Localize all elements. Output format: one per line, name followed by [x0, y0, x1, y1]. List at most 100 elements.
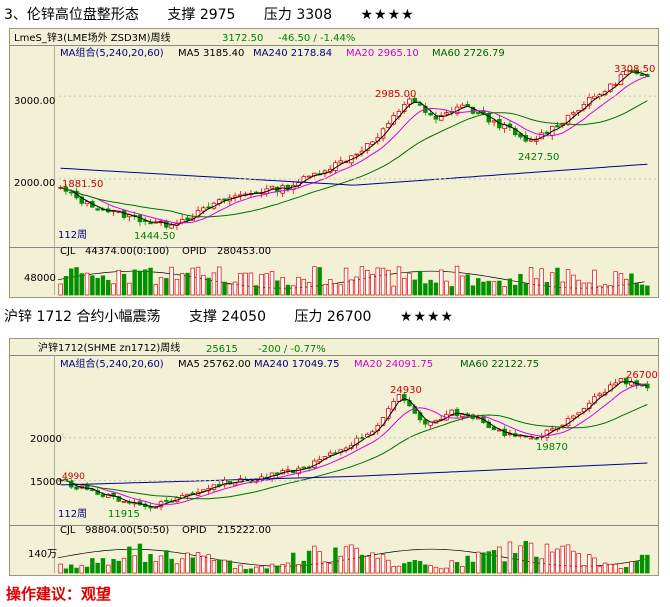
candle-51 [327, 452, 333, 456]
volume-bar-76 [460, 275, 465, 296]
shfe-zinc-chart-svg: 沪锌1712(SHME zn1712)周线 25615 -200 / -0.77… [10, 341, 658, 574]
volume-bar-78 [470, 285, 476, 296]
annotation-left-high: 1881.50 [62, 179, 103, 190]
volume-bar-101 [592, 269, 597, 296]
volume-bar-97 [571, 550, 576, 574]
volume-bar-101 [592, 557, 597, 574]
volume-bar-31 [222, 559, 227, 574]
volume-bar-107 [624, 278, 629, 296]
volume-bar-93 [550, 272, 555, 296]
volume-bar-72 [439, 568, 444, 574]
volume-bar-29 [211, 272, 217, 296]
volume-bar-73 [444, 280, 449, 296]
volume-bar-64 [396, 266, 402, 296]
volume-divider [10, 247, 658, 248]
candle-98 [576, 412, 581, 416]
volume-bar-65 [402, 277, 407, 296]
volume-bar-83 [497, 546, 502, 574]
volume-bar-104 [608, 285, 613, 296]
volume-bar-63 [391, 566, 396, 574]
volume-bar-60 [375, 557, 380, 574]
volume-bar-55 [349, 544, 354, 574]
ma5-label: MA5 3185.40 [178, 48, 244, 59]
volume-bar-2 [69, 268, 74, 296]
candle-89 [528, 139, 534, 142]
volume-bar-74 [449, 560, 454, 574]
volume-bar-5 [84, 272, 90, 296]
section-2-resistance: 压力 26700 [294, 309, 372, 325]
volume-bar-27 [201, 275, 206, 296]
volume-bar-94 [555, 548, 560, 574]
volume-bar-53 [338, 284, 343, 296]
section-1-title: 3、伦锌高位盘整形态 支撑 2975 压力 3308 ★★★★ [4, 4, 439, 24]
candle-53 [338, 160, 343, 164]
candle-100 [587, 97, 592, 106]
volume-bar-100 [587, 554, 592, 574]
volume-bar-70 [428, 279, 433, 296]
volume-bar-89 [528, 542, 534, 574]
volume-bar-110 [639, 284, 645, 296]
candle-11 [116, 496, 122, 502]
candle-89 [528, 437, 534, 440]
volume-bar-47 [306, 282, 312, 296]
volume-bar-80 [481, 552, 486, 574]
volume-bar-111 [645, 554, 650, 574]
volume-bar-20 [164, 278, 169, 296]
volume-bar-100 [587, 282, 592, 296]
volume-bar-79 [476, 278, 481, 296]
candle-110 [639, 74, 645, 76]
volume-bar-107 [624, 567, 629, 574]
candle-72 [438, 115, 444, 121]
volume-bar-3 [74, 567, 79, 574]
volume-bar-66 [407, 272, 412, 296]
volume-bar-13 [127, 546, 132, 574]
volume-bar-73 [444, 567, 449, 574]
candle-12 [121, 500, 127, 503]
volume-bar-12 [121, 557, 127, 574]
y-tick-2000: 2000.00 [14, 178, 55, 189]
volume-bar-8 [100, 275, 106, 296]
volume-bar-65 [402, 563, 407, 574]
volume-bar-45 [296, 276, 301, 296]
candle-24 [185, 217, 190, 221]
volume-bar-34 [238, 272, 243, 296]
candle-97 [571, 415, 576, 419]
opid-label: OPID [182, 246, 207, 257]
volume-bar-21 [169, 266, 174, 296]
cjl-label: CJL [60, 246, 76, 257]
volume-bar-111 [645, 285, 650, 296]
volume-bar-57 [359, 554, 365, 574]
volume-bar-37 [254, 566, 259, 574]
volume-bar-21 [169, 558, 174, 574]
volume-bar-42 [280, 564, 285, 574]
annotation-low: 11915 [108, 509, 140, 520]
volume-bar-75 [454, 265, 460, 296]
y-tick-15000: 15000 [30, 477, 62, 488]
volume-bar-37 [254, 285, 259, 296]
volume-bar-13 [127, 282, 132, 296]
volume-bar-56 [354, 547, 359, 574]
volume-bar-8 [100, 558, 106, 574]
volume-bar-103 [602, 562, 608, 574]
candle-42 [280, 185, 285, 194]
volume-bar-1 [63, 276, 69, 296]
ma5-line [60, 71, 648, 226]
section-1-support: 支撑 2975 [167, 7, 236, 23]
volume-bar-2 [69, 564, 74, 574]
header-divider [10, 355, 658, 356]
volume-bar-96 [565, 544, 571, 574]
candle-4 [79, 196, 85, 204]
volume-bar-89 [528, 267, 534, 296]
volume-bar-52 [333, 283, 338, 296]
candle-46 [301, 466, 306, 469]
volume-bar-64 [396, 565, 402, 574]
volume-bar-22 [174, 278, 180, 296]
opid-value: 280453.00 [217, 246, 271, 257]
volume-bar-38 [259, 273, 264, 296]
volume-bar-32 [227, 283, 232, 296]
volume-bar-51 [328, 279, 333, 296]
volume-bar-86 [513, 553, 518, 574]
candle-105 [613, 382, 618, 386]
chart-price: 25615 [206, 344, 238, 355]
volume-bar-25 [190, 557, 195, 574]
